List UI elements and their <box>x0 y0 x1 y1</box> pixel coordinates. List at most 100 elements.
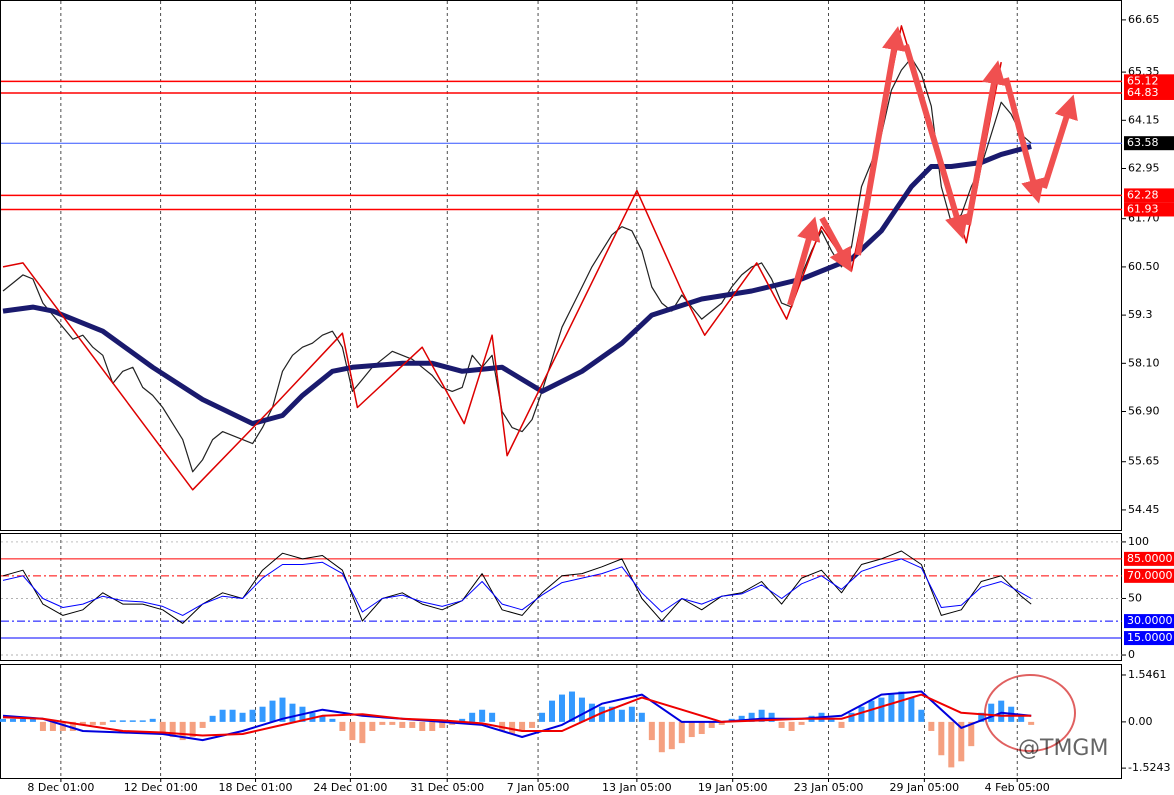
level-label-box <box>1124 614 1174 629</box>
y-tick-label: 64.15 <box>1128 113 1160 126</box>
histogram-bar <box>618 709 625 722</box>
histogram-bar <box>998 700 1005 722</box>
histogram-bar <box>429 721 436 731</box>
histogram-bar <box>349 721 356 741</box>
level-label: 15.0000 <box>1127 631 1173 644</box>
histogram-bar <box>608 706 615 722</box>
series-line <box>2 57 1032 473</box>
histogram-bar <box>99 721 106 725</box>
y-tick-label: 59.3 <box>1128 308 1153 321</box>
level-label: 65.12 <box>1127 74 1159 87</box>
y-tick-label: 66.65 <box>1128 13 1160 26</box>
histogram-bar <box>139 720 146 722</box>
histogram-bar <box>459 718 466 722</box>
histogram-bar <box>598 706 605 722</box>
histogram-bar <box>748 712 755 722</box>
histogram-bar <box>539 712 546 722</box>
histogram-bar <box>529 721 536 728</box>
level-label: 64.83 <box>1127 86 1159 99</box>
level-label: 30.0000 <box>1127 614 1173 627</box>
histogram-bar <box>828 718 835 722</box>
histogram-bar <box>948 721 955 768</box>
histogram-bar <box>109 720 116 722</box>
highlight-circle <box>984 674 1076 752</box>
histogram-bar <box>549 700 556 722</box>
y-tick-label: 0 <box>1128 648 1135 661</box>
histogram-bar <box>119 720 126 722</box>
histogram-bar <box>259 706 266 722</box>
level-label: 85.0000 <box>1127 552 1173 565</box>
histogram-bar <box>509 721 516 735</box>
histogram-bar <box>279 697 286 722</box>
histogram-bar <box>918 709 925 722</box>
histogram-bar <box>738 715 745 722</box>
level-label-box <box>1124 188 1174 203</box>
histogram-bar <box>519 721 526 731</box>
histogram-bar <box>688 721 695 738</box>
level-label-box <box>1124 202 1174 217</box>
histogram-bar <box>369 721 376 731</box>
histogram-bar <box>888 694 895 722</box>
histogram-bar <box>219 709 226 722</box>
histogram-bar <box>0 718 6 722</box>
level-label-box <box>1124 136 1174 151</box>
histogram-bar <box>269 700 276 722</box>
series-line <box>2 143 1032 427</box>
histogram-bar <box>39 721 46 731</box>
histogram-bar <box>898 691 905 722</box>
histogram-bar <box>558 694 565 722</box>
histogram-bar <box>409 721 416 728</box>
x-tick-label: 18 Dec 01:00 <box>219 781 293 794</box>
histogram-bar <box>399 721 406 728</box>
x-tick-label: 13 Jan 05:00 <box>602 781 672 794</box>
level-label: 70.0000 <box>1127 569 1173 582</box>
y-tick-label: 1.5461 <box>1128 668 1167 681</box>
level-label-box <box>1124 631 1174 646</box>
y-tick-label: 50 <box>1128 591 1142 604</box>
series-line <box>2 550 1032 624</box>
histogram-bar <box>768 712 775 722</box>
x-tick-label: 31 Dec 05:00 <box>410 781 484 794</box>
histogram-bar <box>239 712 246 722</box>
x-tick-label: 23 Jan 05:00 <box>794 781 864 794</box>
histogram-bar <box>209 715 216 722</box>
y-tick-label: -1.5243 <box>1128 761 1170 774</box>
histogram-bar <box>169 721 176 738</box>
histogram-bar <box>79 721 86 725</box>
histogram-bar <box>658 721 665 753</box>
histogram-bar <box>778 721 785 728</box>
y-tick-label: 100 <box>1128 535 1149 548</box>
histogram-bar <box>9 718 16 722</box>
histogram-bar <box>199 721 206 728</box>
series-line <box>2 693 1032 737</box>
histogram-bar <box>359 721 366 744</box>
level-label-box <box>1124 568 1174 583</box>
histogram-bar <box>718 721 725 725</box>
level-label-box <box>1124 551 1174 566</box>
y-tick-label: 62.95 <box>1128 161 1160 174</box>
main-panel <box>0 0 1122 531</box>
series-line <box>2 558 1032 616</box>
histogram-bar <box>59 721 66 731</box>
histogram-bar <box>848 712 855 722</box>
histogram-bar <box>479 709 486 722</box>
y-tick-label: 54.45 <box>1128 503 1160 516</box>
histogram-bar <box>988 703 995 722</box>
histogram-bar <box>938 721 945 756</box>
histogram-bar <box>568 691 575 722</box>
histogram-bar <box>588 703 595 722</box>
series-line <box>2 690 1032 742</box>
histogram-bar <box>678 721 685 744</box>
y-tick-label: 60.50 <box>1128 260 1160 273</box>
histogram-bar <box>29 718 36 722</box>
histogram-bar <box>289 703 296 722</box>
histogram-bar <box>1018 715 1025 722</box>
histogram-bar <box>189 721 196 738</box>
level-label: 61.93 <box>1127 202 1159 215</box>
histogram-bar <box>758 709 765 722</box>
histogram-bar <box>638 712 645 722</box>
histogram-bar <box>469 712 476 722</box>
level-label: 62.28 <box>1127 188 1159 201</box>
histogram-bar <box>379 721 386 725</box>
